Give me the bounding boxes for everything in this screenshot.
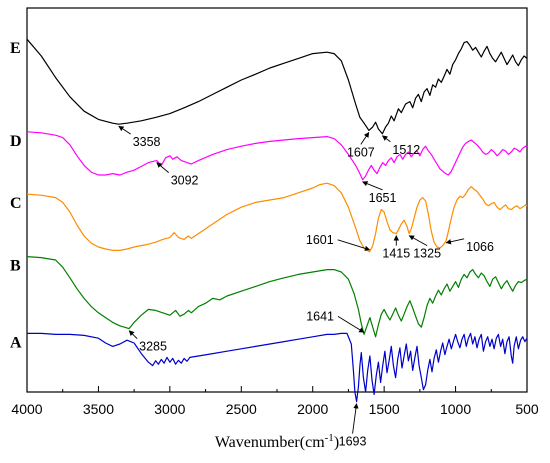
annotation-label-1693: 1693 — [339, 435, 367, 449]
x-tick-label-1500: 1500 — [369, 401, 400, 417]
annotation-label-1651: 1651 — [369, 191, 397, 205]
x-axis-title: Wavenumber(cm-1) — [215, 432, 339, 451]
series-label-c: C — [10, 195, 22, 212]
annotation-label-1641: 1641 — [306, 309, 334, 323]
annotation-arrow-1651 — [362, 181, 383, 191]
series-c-line — [26, 182, 528, 253]
series-d-line — [26, 131, 528, 181]
annotation-label-1325: 1325 — [413, 247, 441, 261]
annotation-label-3285: 3285 — [139, 340, 167, 354]
series-e-line — [26, 38, 528, 135]
x-tick-label-500: 500 — [515, 401, 539, 417]
series-label-a: A — [10, 334, 22, 351]
annotation-arrow-1325 — [408, 235, 428, 246]
annotation-label-1607: 1607 — [347, 145, 375, 159]
annotation-arrow-1693 — [352, 403, 359, 434]
series-layer — [26, 38, 528, 403]
annotation-layer: 3358 1607 1512 3092 1651 1601 1415 1325 1066 1641… — [118, 125, 494, 449]
x-tick-label-3500: 3500 — [83, 401, 114, 417]
x-tick-label-4000: 4000 — [11, 401, 42, 417]
annotation-arrow-1601 — [337, 239, 371, 251]
annotation-label-1066: 1066 — [466, 240, 494, 254]
x-tick-label-2500: 2500 — [226, 401, 257, 417]
x-axis-title-sup: -1 — [325, 432, 334, 444]
annotation-arrow-1512 — [381, 135, 391, 143]
annotation-arrow-1607 — [360, 131, 370, 145]
series-label-b: B — [10, 258, 21, 275]
series-labels: E D C B A — [10, 40, 22, 351]
annotation-label-1512: 1512 — [392, 143, 420, 157]
annotation-label-3092: 3092 — [171, 174, 199, 188]
annotation-arrow-3358 — [118, 125, 131, 135]
x-tick-label-1000: 1000 — [440, 401, 471, 417]
annotation-arrow-3092 — [156, 162, 170, 173]
series-label-e: E — [10, 40, 21, 57]
series-b-line — [26, 256, 528, 338]
series-label-d: D — [10, 133, 22, 150]
x-tick-label-3000: 3000 — [154, 401, 185, 417]
annotation-label-1601: 1601 — [306, 233, 334, 247]
annotation-arrow-3285 — [128, 330, 138, 339]
x-tick-label-2000: 2000 — [297, 401, 328, 417]
x-ticks: 4000 3500 3000 2500 2000 1500 1000 500 — [11, 386, 539, 417]
annotation-arrow-1066 — [445, 238, 465, 245]
annotation-label-3358: 3358 — [133, 135, 161, 149]
annotation-arrow-1641 — [337, 316, 365, 333]
series-a-line — [27, 332, 528, 403]
annotation-label-1415: 1415 — [382, 247, 410, 261]
x-axis-title-end: ) — [334, 434, 339, 451]
